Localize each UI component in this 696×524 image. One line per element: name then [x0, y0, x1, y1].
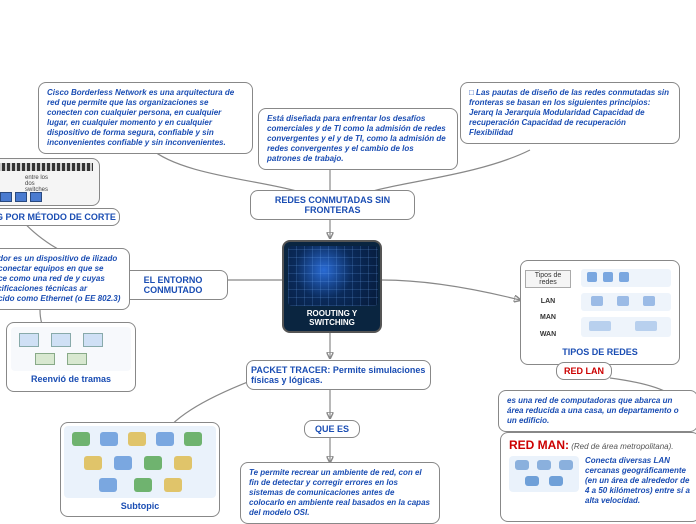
- packet-tracer-node[interactable]: PACKET TRACER: Permite simulaciones físi…: [246, 360, 431, 390]
- switching-corte-label: CHING POR MÉTODO DE CORTE: [0, 212, 116, 222]
- pautas-text: □ Las pautas de diseño de las redes conm…: [469, 88, 671, 138]
- packet-tracer-label: PACKET TRACER: Permite simulaciones físi…: [251, 365, 426, 385]
- reenvio-node[interactable]: Reenvió de tramas: [6, 322, 136, 392]
- conmutador-def-text: mutador es un dispositivo de ilizado par…: [0, 254, 121, 304]
- redes-conmutadas-label: REDES CONMUTADAS SIN FRONTERAS: [255, 195, 410, 215]
- entorno-label: EL ENTORNO CONMUTADO: [123, 275, 223, 295]
- red-lan-desc-box: es una red de computadoras que abarca un…: [498, 390, 696, 432]
- center-title: ROOUTING Y SWITCHING: [288, 309, 376, 327]
- que-es-label: QUE ES: [308, 424, 356, 434]
- conmutador-def-box: mutador es un dispositivo de ilizado par…: [0, 248, 130, 310]
- tipos-redes-label: TIPOS DE REDES: [525, 347, 675, 357]
- que-es-desc-box: Te permite recrear un ambiente de red, c…: [240, 462, 440, 524]
- reenvio-label: Reenvió de tramas: [11, 374, 131, 384]
- disenada-box: Está diseñada para enfrentar los desafío…: [258, 108, 458, 170]
- tipos-redes-node[interactable]: Tipos de redes LAN MAN WAN TIPOS DE REDE…: [520, 260, 680, 365]
- entorno-node[interactable]: EL ENTORNO CONMUTADO: [118, 270, 228, 300]
- que-es-node[interactable]: QUE ES: [304, 420, 360, 438]
- center-image: [288, 246, 378, 306]
- red-lan-desc-text: es una red de computadoras que abarca un…: [507, 396, 689, 426]
- red-lan-label: RED LAN: [560, 366, 608, 376]
- red-man-subtitle: (Red de área metropolitana).: [571, 442, 673, 451]
- center-node[interactable]: ROOUTING Y SWITCHING: [282, 240, 382, 333]
- disenada-text: Está diseñada para enfrentar los desafío…: [267, 114, 449, 164]
- cisco-borderless-text: Cisco Borderless Network es una arquitec…: [47, 88, 244, 148]
- cisco-borderless-box: Cisco Borderless Network es una arquitec…: [38, 82, 253, 154]
- red-man-box: RED MAN: (Red de área metropolitana). Co…: [500, 432, 696, 522]
- redes-conmutadas-node[interactable]: REDES CONMUTADAS SIN FRONTERAS: [250, 190, 415, 220]
- switch-image-box: entre losdosswitches: [0, 158, 100, 206]
- red-lan-node[interactable]: RED LAN: [556, 362, 612, 380]
- simulation-image-box: Subtopic: [60, 422, 220, 517]
- que-es-desc-text: Te permite recrear un ambiente de red, c…: [249, 468, 431, 518]
- subtopic-label: Subtopic: [64, 501, 216, 511]
- switching-corte-node[interactable]: CHING POR MÉTODO DE CORTE: [0, 208, 120, 226]
- red-man-title: RED MAN:: [509, 438, 569, 452]
- red-man-desc: Conecta diversas LAN cercanas geográfica…: [585, 456, 691, 506]
- pautas-box: □ Las pautas de diseño de las redes conm…: [460, 82, 680, 144]
